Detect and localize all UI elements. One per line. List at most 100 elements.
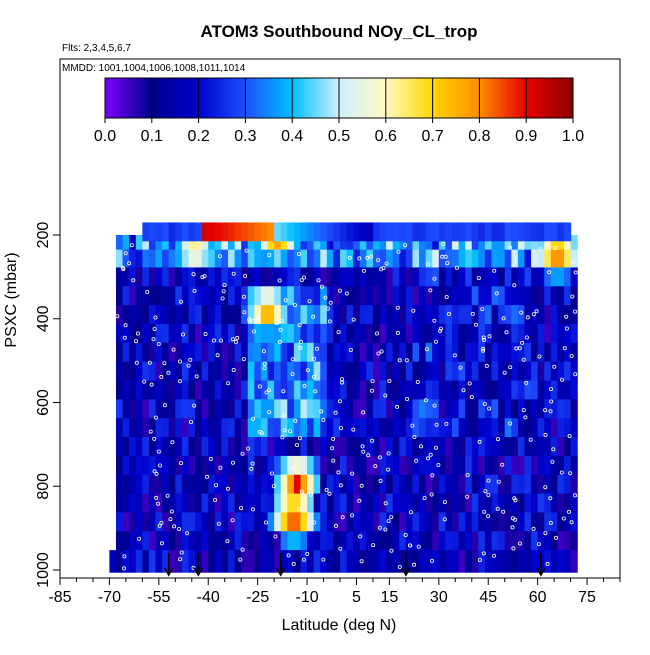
field-cell bbox=[419, 249, 427, 269]
observation-point bbox=[378, 478, 383, 483]
field-cell bbox=[340, 531, 348, 551]
observation-point bbox=[524, 380, 529, 385]
observation-point bbox=[340, 515, 345, 520]
field-cell bbox=[557, 249, 565, 269]
observation-point bbox=[333, 410, 338, 415]
observation-point bbox=[297, 506, 302, 511]
field-cell bbox=[438, 399, 447, 419]
observation-point bbox=[381, 265, 386, 270]
colorbar-segment bbox=[224, 78, 229, 118]
field-cell bbox=[484, 531, 493, 551]
field-cell bbox=[274, 305, 282, 325]
observation-point bbox=[487, 334, 492, 339]
field-cell bbox=[537, 222, 545, 242]
colorbar-segment bbox=[163, 78, 167, 118]
field-cell bbox=[188, 267, 196, 287]
field-cell bbox=[135, 249, 143, 269]
observation-point bbox=[523, 415, 528, 420]
field-cell bbox=[359, 286, 367, 306]
field-cell bbox=[458, 531, 466, 551]
field-cell bbox=[531, 249, 539, 269]
observation-point bbox=[397, 358, 402, 363]
field-cell bbox=[135, 305, 143, 325]
field-cell bbox=[478, 550, 486, 573]
field-cell bbox=[307, 418, 315, 438]
field-cell bbox=[564, 437, 572, 457]
field-cell bbox=[333, 399, 341, 419]
field-cell bbox=[517, 361, 526, 382]
observation-point bbox=[531, 526, 536, 531]
x-tick-label: 30 bbox=[430, 589, 448, 606]
field-cell bbox=[201, 305, 209, 325]
field-cell bbox=[313, 286, 321, 306]
observation-point bbox=[486, 492, 491, 497]
field-cell bbox=[267, 305, 275, 325]
colorbar-segment bbox=[409, 78, 413, 118]
field-cell bbox=[188, 474, 196, 495]
observation-point bbox=[492, 553, 497, 558]
field-cell bbox=[465, 399, 473, 419]
field-cell bbox=[392, 249, 400, 269]
field-cell bbox=[201, 512, 209, 532]
field-cell bbox=[372, 531, 381, 551]
observation-point bbox=[508, 365, 513, 370]
field-cell bbox=[168, 531, 176, 551]
field-cell bbox=[392, 437, 400, 457]
field-cell bbox=[537, 323, 545, 344]
field-cell bbox=[366, 286, 374, 306]
field-cell bbox=[195, 493, 203, 514]
field-cell bbox=[135, 437, 143, 457]
field-cell bbox=[234, 550, 242, 573]
colorbar-segment bbox=[145, 78, 150, 118]
observation-point bbox=[510, 516, 515, 521]
field-cell bbox=[557, 493, 565, 514]
field-cell bbox=[122, 474, 130, 495]
field-cell bbox=[313, 249, 321, 269]
field-cell bbox=[504, 474, 512, 495]
field-cell bbox=[570, 474, 578, 495]
field-cell bbox=[116, 455, 124, 476]
field-cell bbox=[241, 493, 249, 514]
field-cell bbox=[247, 267, 255, 287]
field-cell bbox=[432, 455, 440, 476]
field-cell bbox=[307, 267, 315, 287]
colorbar-tick-label: 0.6 bbox=[375, 128, 397, 145]
field-cell bbox=[280, 531, 288, 551]
observation-point bbox=[429, 492, 434, 497]
field-cell bbox=[458, 493, 466, 514]
field-cell bbox=[478, 342, 486, 363]
field-cell bbox=[175, 323, 183, 344]
field-cell bbox=[517, 222, 526, 242]
field-cell bbox=[544, 249, 552, 269]
field-cell bbox=[142, 531, 150, 551]
field-cell bbox=[498, 286, 506, 306]
observation-point bbox=[416, 544, 421, 549]
observation-point bbox=[157, 523, 162, 528]
field-cell bbox=[254, 399, 262, 419]
observation-point bbox=[230, 460, 235, 465]
colorbar-segment bbox=[157, 78, 162, 118]
colorbar-tick-label: 0.2 bbox=[187, 128, 209, 145]
field-cell bbox=[478, 418, 486, 438]
observation-point bbox=[176, 527, 181, 532]
observation-point bbox=[501, 316, 506, 321]
colorbar-segment bbox=[303, 78, 308, 118]
field-cell bbox=[228, 235, 236, 251]
field-cell bbox=[379, 222, 387, 242]
colorbar-segment bbox=[444, 78, 448, 118]
field-cell bbox=[359, 235, 367, 251]
field-cell bbox=[214, 286, 223, 306]
field-cell bbox=[570, 493, 578, 514]
colorbar-segment bbox=[485, 78, 489, 118]
field-cell bbox=[320, 222, 328, 242]
field-cell bbox=[550, 437, 559, 457]
field-cell bbox=[208, 380, 216, 400]
field-cell bbox=[293, 474, 302, 495]
field-cell bbox=[201, 455, 209, 476]
field-cell bbox=[287, 286, 295, 306]
field-cell bbox=[557, 222, 565, 242]
field-cell bbox=[412, 437, 420, 457]
field-cell bbox=[570, 380, 578, 400]
observation-point bbox=[548, 496, 553, 501]
field-cell bbox=[195, 249, 203, 269]
